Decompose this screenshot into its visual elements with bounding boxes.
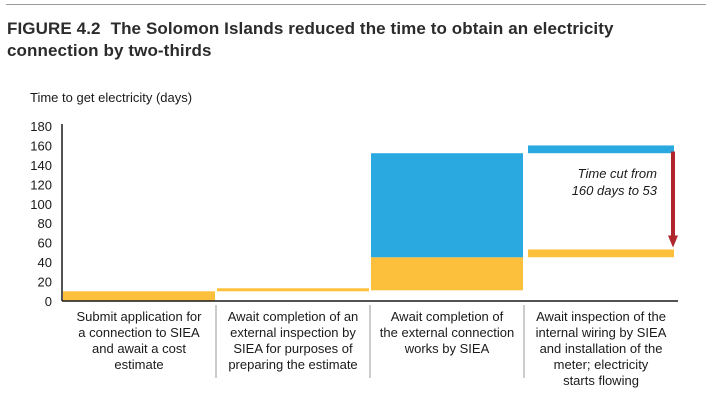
- y-tick-140: 140: [30, 158, 52, 173]
- y-tick-120: 120: [30, 177, 52, 192]
- bar-after-4: [528, 249, 674, 258]
- category-label-4-line-2: internal wiring by SIEA: [535, 325, 667, 340]
- category-label-3: Await completion of the external connecti…: [370, 309, 524, 357]
- arrow-head: [668, 235, 678, 248]
- y-tick-40: 40: [38, 255, 52, 270]
- category-label-1: Submit application for a connection to SI…: [62, 309, 216, 373]
- category-label-2-line-4: preparing the estimate: [228, 357, 358, 372]
- category-label-3-line-2: the external connection: [379, 325, 515, 340]
- category-label-1-line-3: and await a cost: [92, 341, 186, 356]
- y-tick-180: 180: [30, 119, 52, 134]
- y-tick-20: 20: [38, 275, 52, 290]
- category-label-3-line-1: Await completion of: [390, 309, 504, 324]
- annotation-line-1: Time cut from: [578, 166, 658, 181]
- y-tick-0: 0: [45, 294, 52, 309]
- bar-after-2: [217, 288, 369, 292]
- bar-after-3: [371, 257, 523, 291]
- category-label-2-line-1: Await completion of an: [227, 309, 359, 324]
- category-label-1-line-1: Submit application for: [76, 309, 202, 324]
- y-tick-60: 60: [38, 236, 52, 251]
- title-rule: [6, 4, 706, 5]
- bar-before-3: [371, 153, 523, 258]
- category-label-4-line-5: starts flowing: [563, 373, 639, 388]
- category-label-4: Await inspection of the internal wiring b…: [524, 309, 678, 389]
- category-label-2-line-2: external inspection by: [230, 325, 356, 340]
- category-label-1-line-2: a connection to SIEA: [78, 325, 200, 340]
- bar-before-4: [528, 145, 674, 154]
- category-label-2: Await completion of an external inspectio…: [216, 309, 370, 373]
- figure-title-text: The Solomon Islands reduced the time to …: [7, 19, 614, 60]
- category-label-4-line-1: Await inspection of the: [536, 309, 666, 324]
- y-tick-160: 160: [30, 138, 52, 153]
- category-label-3-line-3: works by SIEA: [404, 341, 490, 356]
- category-label-1-line-4: estimate: [114, 357, 164, 372]
- bar-after-1: [63, 291, 215, 301]
- y-axis-label: Time to get electricity (days): [30, 90, 193, 105]
- category-label-2-line-3: SIEA for purposes of: [233, 341, 353, 356]
- category-label-4-line-4: meter; electricity: [553, 357, 649, 372]
- y-tick-80: 80: [38, 216, 52, 231]
- figure-title: FIGURE 4.2 The Solomon Islands reduced th…: [7, 18, 707, 62]
- category-label-4-line-3: and installation of the: [539, 341, 663, 356]
- y-tick-100: 100: [30, 197, 52, 212]
- annotation-line-2: 160 days to 53: [572, 183, 658, 198]
- figure-label: FIGURE 4.2: [7, 19, 101, 38]
